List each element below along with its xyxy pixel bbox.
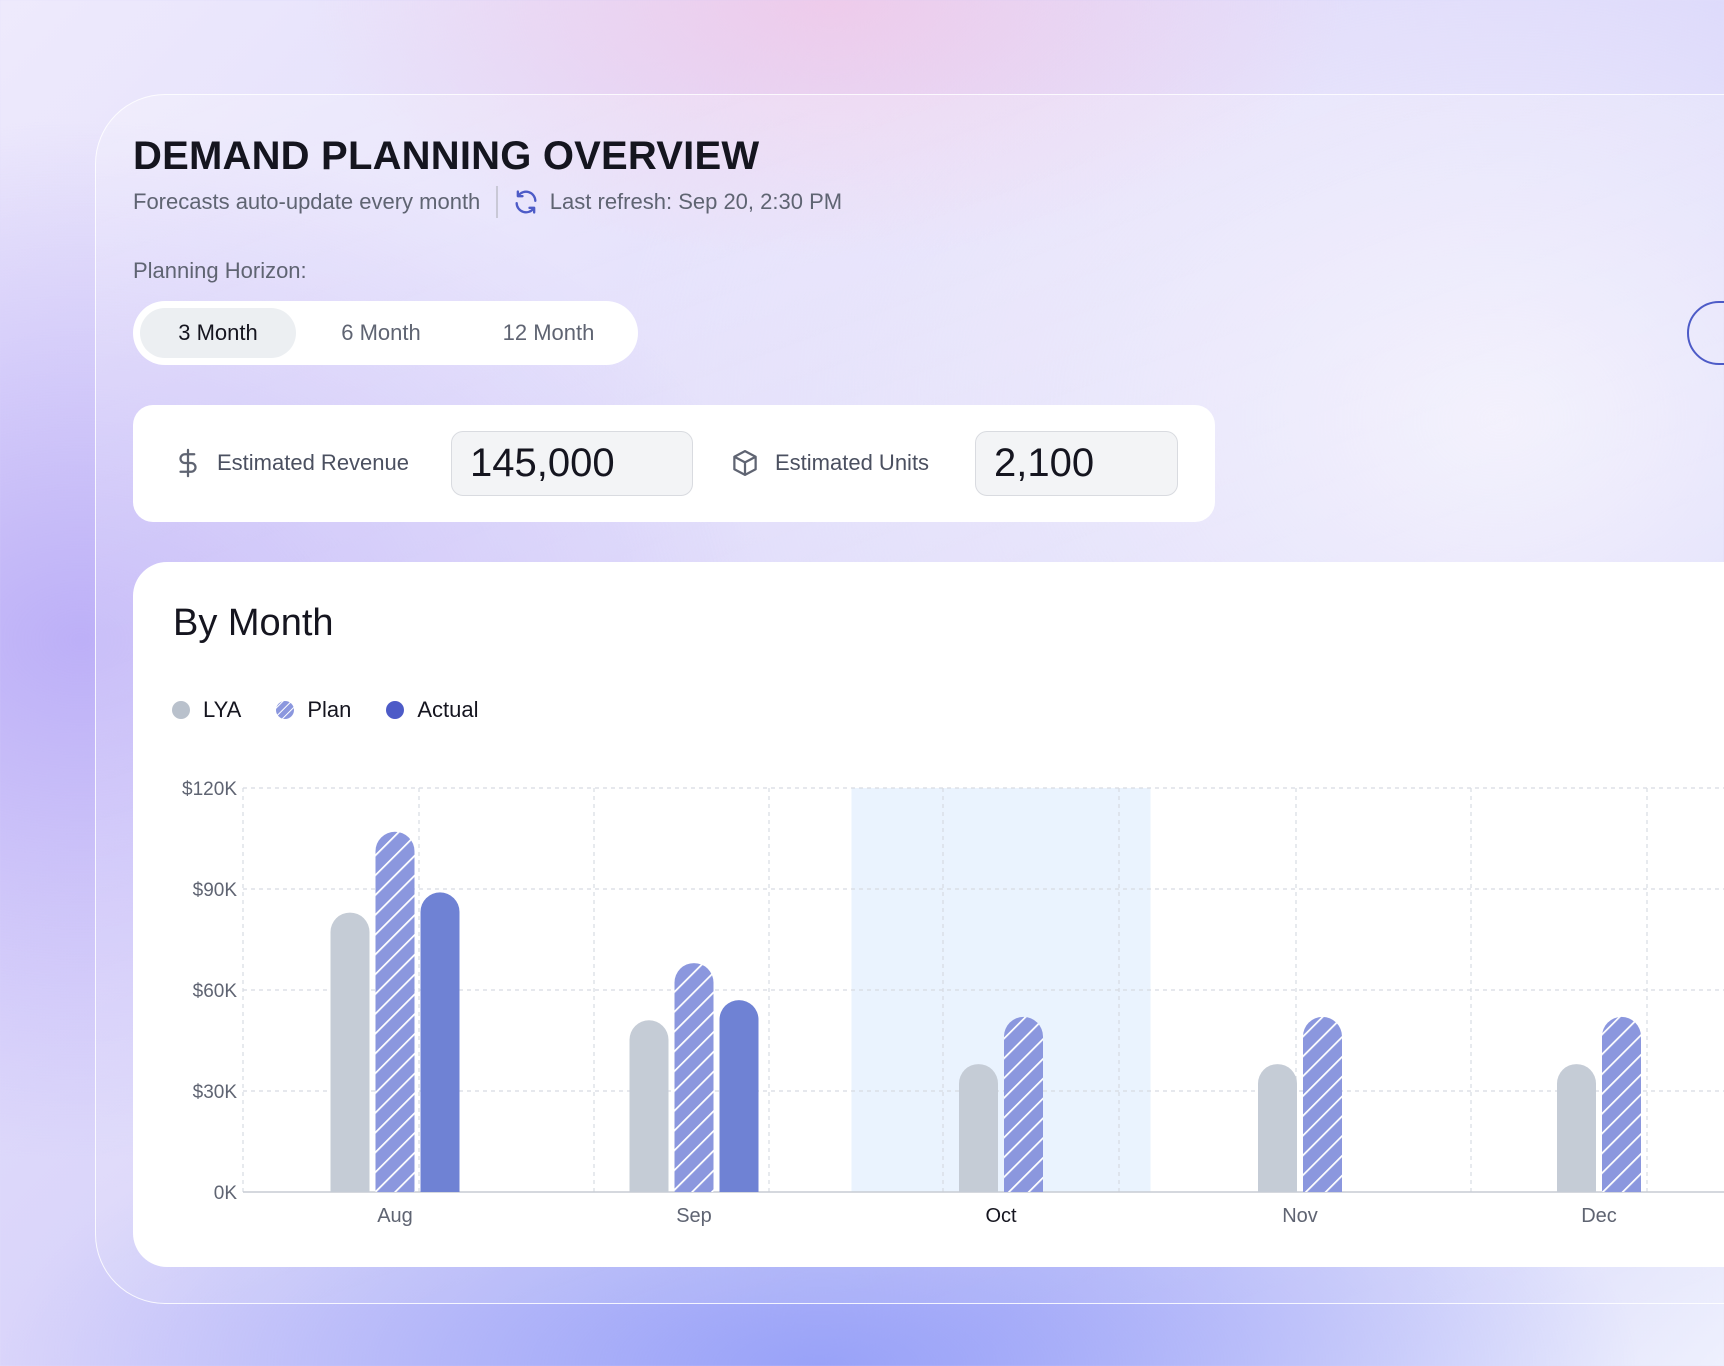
- by-month-card: 0K $30K $60K $90K $120K Aug Sep Oct Nov Dec By Mo…: [133, 562, 1724, 1267]
- legend-plan-swatch: [276, 701, 295, 719]
- y-tick-label: $30K: [193, 1082, 238, 1103]
- x-tick-label: Dec: [1581, 1205, 1617, 1227]
- legend-plan-label: Plan: [307, 697, 352, 722]
- legend-plan: Plan: [275, 697, 351, 723]
- horizon-12-month[interactable]: 12 Month: [502, 320, 595, 345]
- x-tick-label: Aug: [377, 1205, 413, 1227]
- y-tick-label: $120K: [182, 779, 237, 800]
- last-refresh: Last refresh: Sep 20, 2:30 PM: [549, 189, 843, 214]
- legend-actual: Actual: [385, 697, 479, 723]
- dollar-icon: [179, 448, 197, 478]
- legend-lya-label: LYA: [203, 697, 242, 722]
- estimated-units-input[interactable]: 2,100: [975, 431, 1178, 496]
- refresh-icon[interactable]: [512, 188, 540, 216]
- chart-legend: LYA Plan Actual: [171, 697, 513, 723]
- chart-title: By Month: [173, 602, 334, 644]
- estimated-revenue-label: Estimated Revenue: [217, 450, 409, 475]
- by-month-chart: 0K $30K $60K $90K $120K Aug Sep Oct Nov Dec: [182, 779, 1724, 1227]
- x-tick-label: Nov: [1282, 1205, 1318, 1227]
- x-tick-label: Oct: [985, 1205, 1017, 1227]
- legend-lya-swatch: [172, 701, 190, 719]
- estimated-revenue-input[interactable]: 145,000: [451, 431, 693, 496]
- highlight-band: [851, 788, 1151, 1192]
- bar-lya: [1557, 1064, 1596, 1192]
- y-tick-label: $90K: [193, 880, 238, 901]
- bar-plan: [375, 831, 415, 1192]
- planning-horizon-label: Planning Horizon:: [133, 258, 307, 283]
- legend-actual-label: Actual: [417, 697, 479, 722]
- estimated-units-label: Estimated Units: [775, 450, 930, 475]
- y-tick-label: 0K: [214, 1183, 238, 1204]
- estimates-card: Estimated Revenue 145,000 Estimated Unit…: [133, 405, 1215, 522]
- bar-plan: [1602, 1016, 1641, 1192]
- planning-horizon-toggle: 3 Month 6 Month 12 Month: [133, 301, 638, 365]
- horizon-6-month[interactable]: 6 Month: [341, 320, 421, 345]
- legend-lya: LYA: [171, 697, 241, 723]
- divider: [496, 186, 498, 218]
- bar-lya: [629, 1020, 669, 1192]
- page-title: DEMAND PLANNING OVERVIEW: [133, 134, 760, 178]
- bar-lya: [330, 912, 370, 1192]
- legend-actual-swatch: [386, 701, 405, 719]
- update-note: Forecasts auto-update every month: [133, 189, 481, 214]
- bar-plan: [1004, 1016, 1043, 1192]
- bar-plan: [674, 963, 714, 1192]
- box-icon: [733, 450, 757, 476]
- horizon-3-month[interactable]: 3 Month: [140, 308, 296, 358]
- bar-actual: [719, 1000, 759, 1192]
- bar-actual: [420, 892, 460, 1192]
- bar-lya: [959, 1064, 998, 1192]
- y-tick-label: $60K: [193, 981, 238, 1002]
- x-tick-label: Sep: [676, 1205, 712, 1227]
- bar-lya: [1258, 1064, 1297, 1192]
- subtitle-row: Forecasts auto-update every month Last r…: [133, 186, 842, 218]
- bar-plan: [1303, 1016, 1342, 1192]
